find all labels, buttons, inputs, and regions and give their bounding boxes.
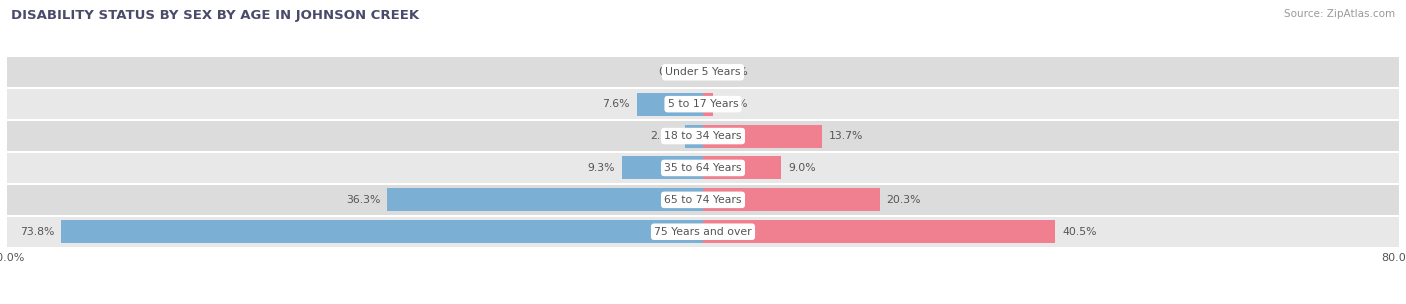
Bar xyxy=(7,185,1399,215)
Text: 13.7%: 13.7% xyxy=(830,131,863,141)
Bar xyxy=(7,89,1399,119)
Text: DISABILITY STATUS BY SEX BY AGE IN JOHNSON CREEK: DISABILITY STATUS BY SEX BY AGE IN JOHNS… xyxy=(11,9,419,22)
Bar xyxy=(7,57,1399,87)
Text: Under 5 Years: Under 5 Years xyxy=(665,67,741,77)
Text: 73.8%: 73.8% xyxy=(20,227,53,237)
Text: 0.0%: 0.0% xyxy=(658,67,686,77)
Text: 5 to 17 Years: 5 to 17 Years xyxy=(668,99,738,109)
Text: 18 to 34 Years: 18 to 34 Years xyxy=(664,131,742,141)
Bar xyxy=(637,93,703,116)
Text: 7.6%: 7.6% xyxy=(602,99,630,109)
Bar xyxy=(7,121,1399,151)
Bar xyxy=(387,188,703,211)
Text: Source: ZipAtlas.com: Source: ZipAtlas.com xyxy=(1284,9,1395,19)
Text: 2.1%: 2.1% xyxy=(650,131,678,141)
Text: 65 to 74 Years: 65 to 74 Years xyxy=(664,195,742,205)
Text: 36.3%: 36.3% xyxy=(346,195,380,205)
Text: 9.3%: 9.3% xyxy=(588,163,616,173)
Bar xyxy=(703,188,880,211)
Bar xyxy=(7,217,1399,247)
Text: 40.5%: 40.5% xyxy=(1063,227,1097,237)
Bar xyxy=(7,153,1399,183)
Text: 9.0%: 9.0% xyxy=(789,163,815,173)
Text: 20.3%: 20.3% xyxy=(887,195,921,205)
Bar xyxy=(703,157,782,179)
Text: 1.2%: 1.2% xyxy=(720,99,748,109)
Bar xyxy=(703,93,713,116)
Bar xyxy=(703,125,823,147)
Text: 35 to 64 Years: 35 to 64 Years xyxy=(664,163,742,173)
Text: 0.0%: 0.0% xyxy=(720,67,748,77)
Legend: Male, Female: Male, Female xyxy=(644,303,762,304)
Bar xyxy=(685,125,703,147)
Bar xyxy=(703,220,1056,243)
Text: 75 Years and over: 75 Years and over xyxy=(654,227,752,237)
Bar xyxy=(621,157,703,179)
Bar xyxy=(60,220,703,243)
